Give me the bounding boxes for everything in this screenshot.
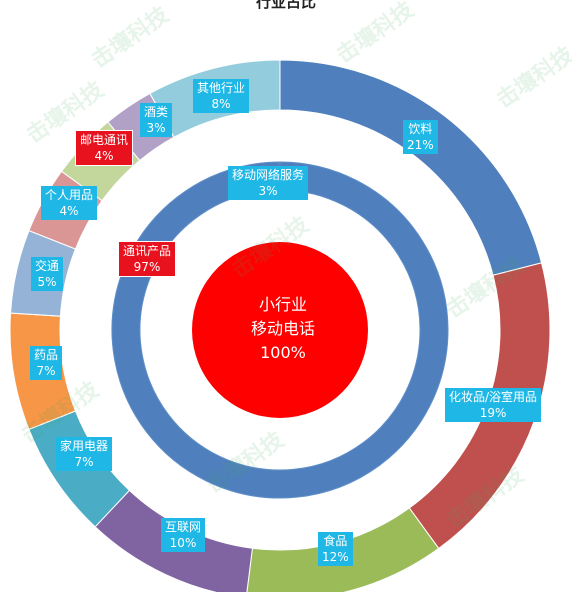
outer-label-telecom: 邮电通讯 4% [75,130,134,166]
outer-label-telecom-value: 4% [94,149,114,163]
inner-slice-0 [192,242,368,418]
outer-label-appliances: 家用电器 7% [56,437,113,471]
outer-label-cosmetics-value: 19% [479,406,507,420]
outer-label-personal-name: 个人用品 [45,188,94,202]
outer-label-food: 食品 12% [318,532,353,566]
outer-label-alcohol: 酒类 3% [140,103,173,137]
outer-label-internet-name: 互联网 [165,520,202,534]
inner-ring [192,242,368,418]
outer-label-alcohol-value: 3% [146,121,166,135]
inner-label: 小行业 移动电话 100% [221,292,345,366]
outer-label-cosmetics: 化妆品/浴室用品 19% [445,388,542,422]
outer-label-food-name: 食品 [323,534,348,548]
middle-label-telecom-products-name: 通讯产品 [123,244,172,258]
inner-label-name: 小行业 [258,295,307,314]
outer-label-transport-name: 交通 [35,259,60,273]
outer-label-other-value: 8% [211,97,231,111]
outer-label-other: 其他行业 8% [193,79,250,113]
outer-label-personal-value: 4% [59,204,79,218]
outer-label-internet-value: 10% [169,536,197,550]
outer-label-internet: 互联网 10% [161,518,206,552]
outer-label-alcohol-name: 酒类 [144,105,169,119]
outer-label-medicine-value: 7% [36,364,56,378]
outer-label-drinks-value: 21% [407,138,434,152]
inner-label-value: 100% [260,343,306,362]
outer-label-appliances-value: 7% [74,455,94,469]
middle-label-telecom-products-value: 97% [133,260,161,274]
outer-label-medicine: 药品 7% [30,346,63,380]
outer-label-transport: 交通 5% [31,257,64,291]
middle-label-mobile-service-value: 3% [258,184,278,198]
outer-label-drinks: 饮料 21% [403,120,438,154]
outer-label-drinks-name: 饮料 [408,122,433,136]
middle-label-mobile-service-name: 移动网络服务 [232,168,305,182]
outer-label-cosmetics-name: 化妆品/浴室用品 [449,390,538,404]
outer-label-food-value: 12% [322,550,349,564]
outer-label-telecom-name: 邮电通讯 [80,133,129,147]
outer-label-appliances-name: 家用电器 [60,439,109,453]
outer-label-medicine-name: 药品 [34,348,59,362]
middle-label-mobile-service: 移动网络服务 3% [228,166,309,200]
outer-label-transport-value: 5% [37,275,57,289]
chart-title: 行业占比 [255,0,316,11]
outer-label-other-name: 其他行业 [197,81,246,95]
inner-label-sublabel: 移动电话 [250,319,315,338]
middle-slice-0 [111,161,449,499]
middle-label-telecom-products: 通讯产品 97% [118,241,177,277]
outer-label-personal: 个人用品 4% [41,186,98,220]
